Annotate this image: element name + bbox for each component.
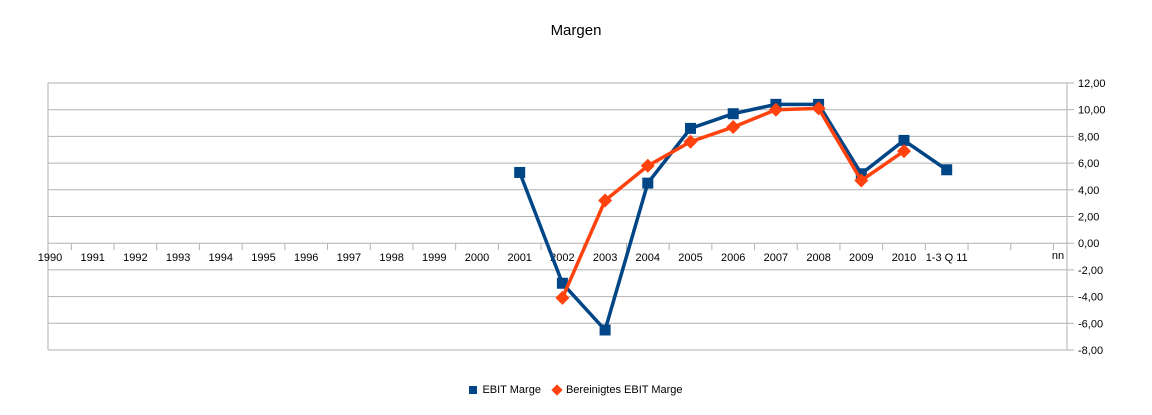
x-axis-label: 1992 — [123, 252, 147, 264]
y-axis-label: -2,00 — [1078, 265, 1103, 277]
y-axis-label: 4,00 — [1078, 185, 1099, 197]
data-point-square — [642, 177, 654, 189]
legend-item-bereinigtes-ebit-marge: Bereinigtes EBIT Marge — [551, 384, 683, 396]
y-axis-label: 12,00 — [1078, 78, 1106, 90]
y-axis-label: 2,00 — [1078, 212, 1099, 224]
x-axis-label: 1-3 Q 11 — [926, 252, 968, 264]
x-axis-label: 2009 — [849, 252, 873, 264]
x-axis-label: 2004 — [636, 252, 660, 264]
x-axis-label: 2000 — [465, 252, 489, 264]
x-axis-label: 1993 — [166, 252, 190, 264]
y-axis-label: -4,00 — [1078, 292, 1103, 304]
data-point-diamond — [768, 102, 783, 117]
legend-square-marker-icon — [469, 386, 478, 394]
data-point-diamond — [897, 144, 911, 159]
data-point-square — [727, 108, 739, 120]
data-point-diamond — [598, 193, 613, 208]
data-point-diamond — [683, 134, 698, 149]
legend-label-bereinigtes-ebit-marge: Bereinigtes EBIT Marge — [565, 384, 683, 396]
y-axis-label: 0,00 — [1078, 238, 1099, 250]
x-axis-label: 2005 — [678, 252, 702, 264]
data-point-square — [514, 166, 526, 178]
data-point-diamond — [640, 158, 655, 173]
legend-item-ebit-marge: EBIT Marge — [469, 384, 541, 396]
x-axis-label: 1996 — [294, 252, 318, 264]
data-point-diamond — [854, 173, 869, 188]
x-axis-label: 1994 — [209, 252, 233, 264]
data-point-square — [941, 164, 953, 176]
y-axis-label: 8,00 — [1078, 131, 1099, 143]
data-point-square — [898, 134, 910, 146]
axis-note: nn — [1052, 250, 1064, 262]
x-axis-label: 1999 — [422, 252, 446, 264]
x-axis-label: 2010 — [892, 252, 916, 264]
x-axis-label: 2006 — [721, 252, 745, 264]
x-axis-label: 1998 — [379, 252, 403, 264]
legend-label-ebit-marge: EBIT Marge — [482, 384, 541, 396]
x-axis-label: 1990 — [38, 252, 62, 264]
data-point-diamond — [726, 120, 741, 135]
chart-title: Margen — [550, 22, 602, 39]
data-point-diamond — [555, 290, 570, 305]
data-point-diamond — [811, 101, 826, 116]
x-axis-label: 2008 — [806, 252, 830, 264]
data-point-square — [599, 324, 611, 336]
x-axis-label: 2002 — [550, 252, 574, 264]
data-point-square — [556, 277, 568, 289]
y-axis-label: 6,00 — [1078, 158, 1099, 170]
x-axis-label: 1997 — [337, 252, 361, 264]
x-axis-label: 2007 — [764, 252, 788, 264]
data-point-square — [685, 122, 696, 134]
y-axis-label: -8,00 — [1078, 345, 1103, 357]
x-axis-label: 1995 — [251, 252, 275, 264]
x-axis-label: 1991 — [80, 252, 104, 264]
y-axis-label: -6,00 — [1078, 318, 1103, 330]
chart-legend: EBIT Marge Bereinigtes EBIT Marge — [0, 382, 1152, 398]
x-axis-label: 2001 — [507, 252, 531, 264]
x-axis-label: 2003 — [593, 252, 617, 264]
y-axis-label: 10,00 — [1078, 105, 1106, 117]
legend-diamond-marker-icon — [551, 384, 563, 396]
